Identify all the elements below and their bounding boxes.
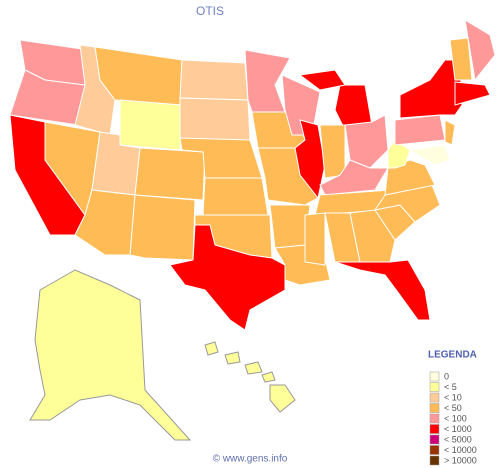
state [319, 124, 346, 179]
state [269, 384, 296, 413]
state [129, 194, 196, 261]
footer: © www.gens.info [213, 454, 288, 465]
legend: 0< 5< 10< 50< 100< 1000< 5000< 10000> 10… [429, 371, 477, 466]
state [179, 97, 251, 141]
legend-title: LEGENDA [428, 350, 477, 361]
state [449, 37, 473, 81]
legend-label: < 10000 [444, 445, 477, 455]
us-map [9, 19, 496, 441]
state [134, 147, 206, 201]
state [444, 119, 456, 146]
state [408, 144, 451, 166]
legend-label: < 5000 [444, 434, 472, 444]
legend-swatch [429, 445, 440, 455]
state [169, 224, 286, 331]
legend-label: < 50 [444, 403, 462, 413]
state [269, 204, 311, 249]
legend-swatch [429, 434, 440, 445]
state [224, 351, 241, 365]
legend-label: < 1000 [444, 424, 472, 434]
state [202, 177, 269, 216]
map-title: OTIS [196, 4, 224, 18]
state [281, 74, 321, 136]
legend-label: 0 [444, 371, 449, 381]
state [334, 259, 431, 321]
state [294, 119, 326, 200]
state [244, 361, 263, 375]
legend-label: > 10000 [444, 455, 477, 465]
state [119, 99, 183, 151]
legend-swatch [429, 424, 440, 434]
state [179, 59, 249, 101]
legend-swatch [429, 382, 440, 392]
state [298, 69, 346, 91]
legend-swatch [429, 392, 440, 403]
legend-swatch [429, 455, 440, 466]
legend-label: < 10 [444, 392, 462, 402]
state [399, 59, 463, 119]
state [394, 114, 446, 146]
legend-label: < 100 [444, 413, 467, 423]
legend-swatch [429, 413, 440, 424]
state [29, 269, 192, 441]
legend-swatch [429, 371, 440, 382]
state [454, 81, 491, 106]
state [204, 341, 219, 356]
state [261, 371, 276, 383]
legend-label: < 5 [444, 382, 457, 392]
state [304, 212, 326, 266]
legend-swatch [429, 403, 440, 413]
state [464, 19, 496, 82]
state [349, 209, 396, 263]
